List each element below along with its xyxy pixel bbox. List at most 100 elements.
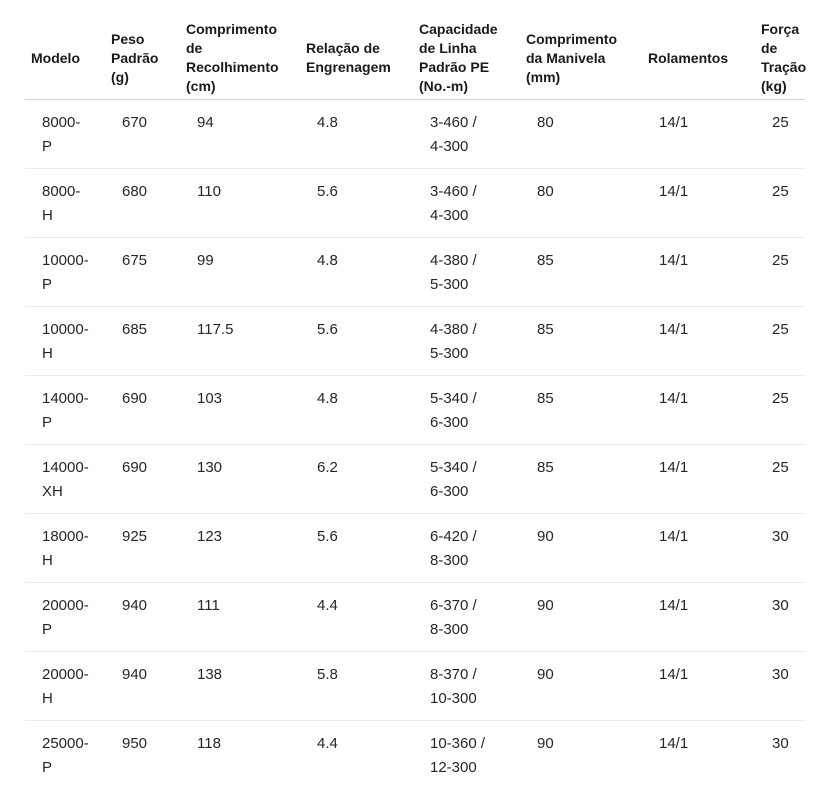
cell-relacao_engrenagem: 5.8 (300, 651, 413, 721)
cell-rolamentos: 14/1 (642, 651, 755, 721)
column-header-capacidade_linha: Capacidade de Linha Padrão PE (No.-m) (413, 0, 520, 100)
cell-capacidade_linha: 4-380 / 5-300 (413, 237, 520, 307)
column-header-rolamentos: Rolamentos (642, 0, 755, 100)
cell-comprimento_recolhimento: 110 (180, 168, 300, 238)
cell-forca_tracao: 25 (755, 306, 805, 376)
cell-comprimento_manivela: 90 (520, 513, 642, 583)
cell-capacidade_linha: 6-370 / 8-300 (413, 582, 520, 652)
cell-rolamentos: 14/1 (642, 444, 755, 514)
cell-peso_padrao: 940 (105, 582, 180, 652)
cell-comprimento_manivela: 85 (520, 306, 642, 376)
cell-peso_padrao: 690 (105, 444, 180, 514)
cell-comprimento_manivela: 80 (520, 168, 642, 238)
cell-comprimento_manivela: 80 (520, 99, 642, 169)
cell-rolamentos: 14/1 (642, 306, 755, 376)
table-row: 18000- H 925 123 5.6 6-420 / 8-300 90 14/1 30 (25, 513, 805, 583)
cell-peso_padrao: 680 (105, 168, 180, 238)
cell-relacao_engrenagem: 4.8 (300, 237, 413, 307)
cell-modelo: 14000- XH (25, 444, 105, 514)
cell-comprimento_recolhimento: 111 (180, 582, 300, 652)
cell-comprimento_recolhimento: 123 (180, 513, 300, 583)
cell-relacao_engrenagem: 5.6 (300, 306, 413, 376)
table-row: 8000- P 670 94 4.8 3-460 / 4-300 80 14/1 25 (25, 99, 805, 169)
cell-capacidade_linha: 4-380 / 5-300 (413, 306, 520, 376)
cell-rolamentos: 14/1 (642, 513, 755, 583)
cell-forca_tracao: 25 (755, 375, 805, 445)
cell-capacidade_linha: 3-460 / 4-300 (413, 99, 520, 169)
cell-peso_padrao: 690 (105, 375, 180, 445)
cell-relacao_engrenagem: 5.6 (300, 168, 413, 238)
cell-forca_tracao: 25 (755, 444, 805, 514)
cell-comprimento_recolhimento: 103 (180, 375, 300, 445)
table-row: 10000- P 675 99 4.8 4-380 / 5-300 85 14/1 25 (25, 237, 805, 307)
cell-comprimento_manivela: 90 (520, 582, 642, 652)
cell-capacidade_linha: 6-420 / 8-300 (413, 513, 520, 583)
table-row: 25000- P 950 118 4.4 10-360 / 12-300 90 14/1 30 (25, 720, 805, 789)
cell-peso_padrao: 925 (105, 513, 180, 583)
cell-forca_tracao: 30 (772, 734, 789, 752)
column-header-comprimento_manivela: Comprimento da Manivela (mm) (520, 0, 642, 100)
cell-modelo: 25000- P (42, 734, 89, 776)
cell-comprimento_manivela: 85 (520, 375, 642, 445)
cell-comprimento_manivela: 85 (520, 237, 642, 307)
cell-relacao_engrenagem: 4.8 (300, 99, 413, 169)
cell-comprimento_recolhimento: 99 (180, 237, 300, 307)
table-row: 20000- H 940 138 5.8 8-370 / 10-300 90 14/1 30 (25, 651, 805, 721)
cell-rolamentos: 14/1 (642, 99, 755, 169)
cell-capacidade_linha: 10-360 / 12-300 (430, 734, 486, 776)
table-row: 8000- H 680 110 5.6 3-460 / 4-300 80 14/1 25 (25, 168, 805, 238)
cell-comprimento_recolhimento: 94 (180, 99, 300, 169)
cell-modelo: 14000- P (25, 375, 105, 445)
cell-capacidade_linha: 3-460 / 4-300 (413, 168, 520, 238)
cell-relacao_engrenagem: 4.8 (300, 375, 413, 445)
column-header-relacao_engrenagem: Relação de Engrenagem (300, 0, 413, 100)
cell-modelo: 10000- P (25, 237, 105, 307)
cell-relacao_engrenagem: 6.2 (300, 444, 413, 514)
cell-modelo: 8000- P (25, 99, 105, 169)
cell-relacao_engrenagem: 5.6 (300, 513, 413, 583)
table-row: 20000- P 940 111 4.4 6-370 / 8-300 90 14/1 30 (25, 582, 805, 652)
cell-peso_padrao: 950 (122, 734, 148, 752)
cell-peso_padrao: 675 (105, 237, 180, 307)
cell-modelo: 20000- H (25, 651, 105, 721)
column-header-peso_padrao: Peso Padrão (g) (105, 0, 180, 100)
cell-comprimento_recolhimento: 118 (197, 734, 221, 752)
cell-relacao_engrenagem: 4.4 (300, 582, 413, 652)
cell-capacidade_linha: 5-340 / 6-300 (413, 375, 520, 445)
cell-modelo: 8000- H (25, 168, 105, 238)
cell-modelo: 18000- H (25, 513, 105, 583)
cell-comprimento_manivela: 85 (520, 444, 642, 514)
table-row: 14000- P 690 103 4.8 5-340 / 6-300 85 14/1 25 (25, 375, 805, 445)
cell-peso_padrao: 685 (105, 306, 180, 376)
cell-rolamentos: 14/1 (642, 375, 755, 445)
table-body: 8000- P 670 94 4.8 3-460 / 4-300 80 14/1 25 8000… (25, 99, 805, 789)
table-row: 10000- H 685 117.5 5.6 4-380 / 5-300 85 14/1 25 (25, 306, 805, 376)
header-row: Modelo Peso Padrão (g) Comprimento de Reco… (25, 0, 806, 100)
cell-comprimento_manivela: 90 (520, 651, 642, 721)
cell-forca_tracao: 25 (755, 237, 805, 307)
cell-relacao_engrenagem: 4.4 (317, 734, 338, 752)
cell-capacidade_linha: 5-340 / 6-300 (413, 444, 520, 514)
cell-rolamentos: 14/1 (642, 168, 755, 238)
cell-forca_tracao: 25 (755, 168, 805, 238)
cell-modelo: 20000- P (25, 582, 105, 652)
cell-comprimento_recolhimento: 138 (180, 651, 300, 721)
cell-forca_tracao: 30 (755, 513, 805, 583)
cell-rolamentos: 14/1 (659, 734, 689, 752)
column-header-modelo: Modelo (25, 0, 105, 100)
column-header-forca_tracao: Força de Tração (kg) (755, 0, 806, 100)
cell-rolamentos: 14/1 (642, 582, 755, 652)
spec-table: Modelo Peso Padrão (g) Comprimento de Reco… (25, 0, 806, 789)
cell-peso_padrao: 940 (105, 651, 180, 721)
cell-comprimento_manivela: 90 (537, 734, 554, 752)
cell-forca_tracao: 30 (755, 651, 805, 721)
cell-forca_tracao: 30 (755, 582, 805, 652)
table-row: 14000- XH 690 130 6.2 5-340 / 6-300 85 14/1 25 (25, 444, 805, 514)
cell-comprimento_recolhimento: 117.5 (180, 306, 300, 376)
cell-peso_padrao: 670 (105, 99, 180, 169)
cell-modelo: 10000- H (25, 306, 105, 376)
column-header-comprimento_recolhimento: Comprimento de Recolhimento (cm) (180, 0, 300, 100)
cell-forca_tracao: 25 (755, 99, 805, 169)
cell-rolamentos: 14/1 (642, 237, 755, 307)
